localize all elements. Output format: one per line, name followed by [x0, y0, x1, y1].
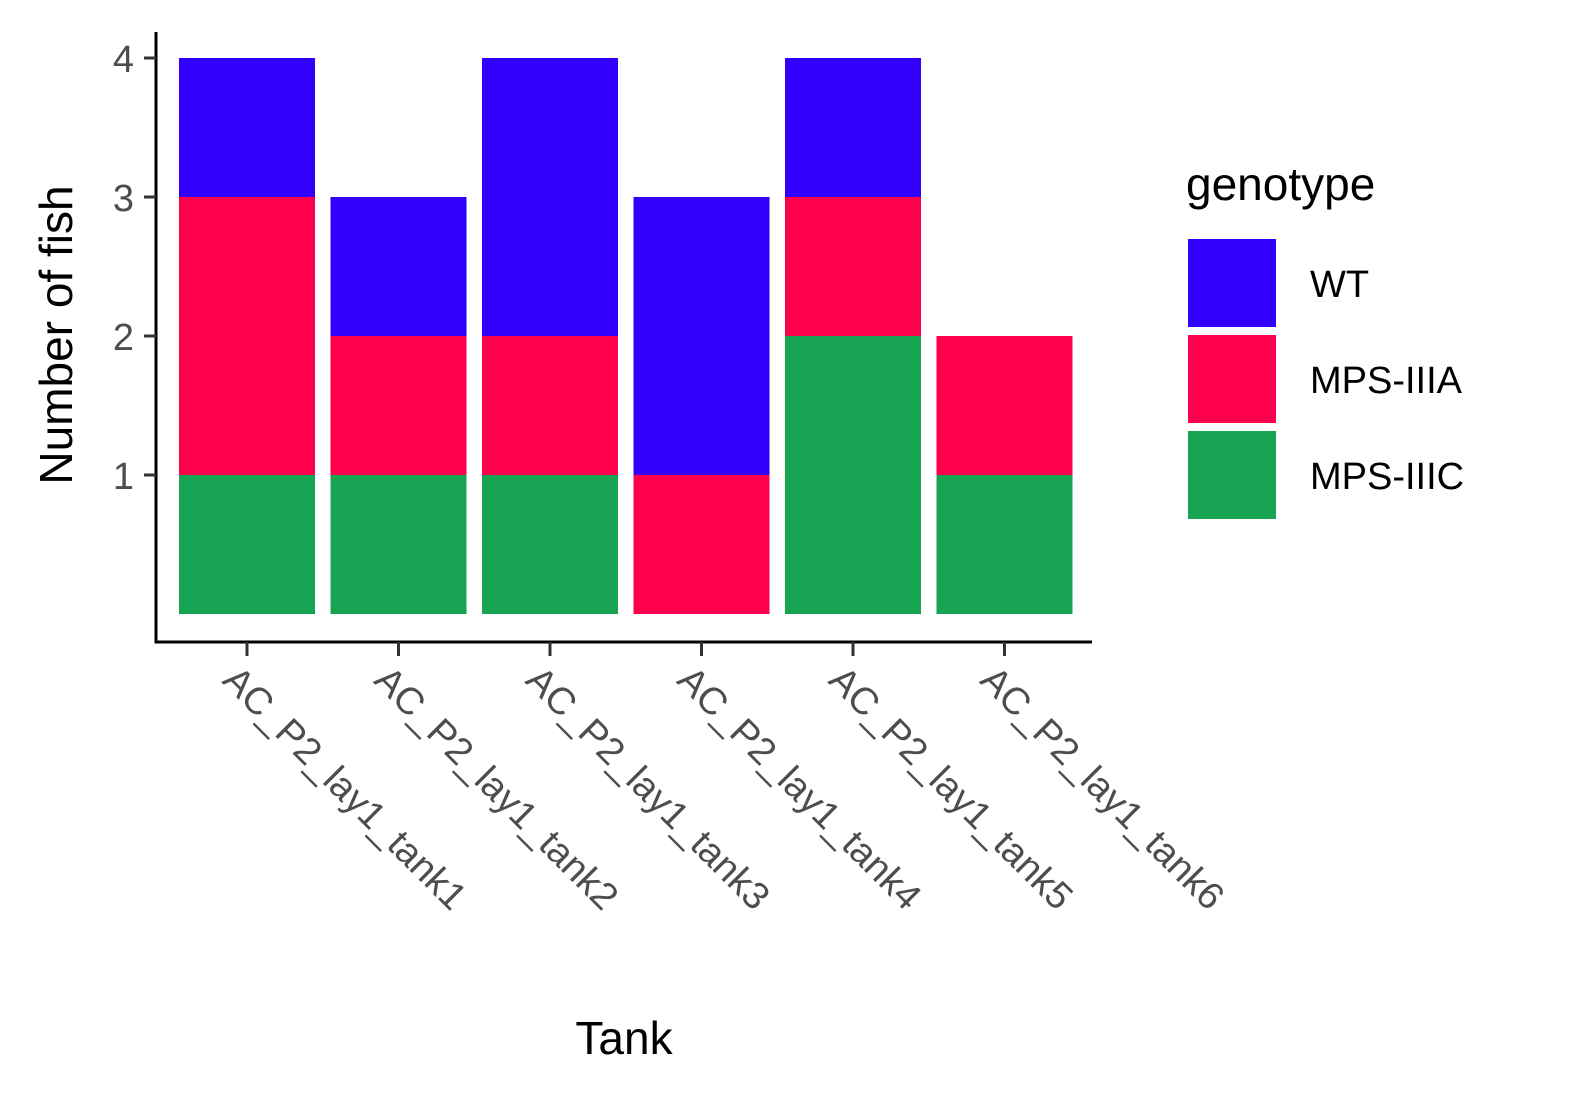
- bar-mps-iiia-1: [179, 197, 315, 475]
- bar-mps-iiic-3: [482, 475, 618, 614]
- legend-key-wt: [1188, 239, 1276, 327]
- x-axis: AC_P2_lay1_tank1AC_P2_lay1_tank2AC_P2_la…: [154, 640, 1232, 919]
- bar-mps-iiia-4: [633, 475, 770, 614]
- bar-wt-5: [785, 58, 921, 197]
- legend-title: genotype: [1186, 158, 1375, 210]
- bar-wt-4: [633, 197, 770, 475]
- y-tick-label-3: 3: [113, 178, 134, 220]
- bar-mps-iiic-1: [179, 475, 315, 614]
- y-axis-title: Number of fish: [30, 185, 82, 484]
- bar-mps-iiia-6: [936, 336, 1073, 475]
- y-tick-label-1: 1: [113, 456, 134, 498]
- y-tick-label-4: 4: [113, 39, 134, 81]
- legend-label-mps-iiia: MPS-IIIA: [1310, 360, 1463, 402]
- y-tick-label-2: 2: [113, 317, 134, 359]
- legend: genotype WT MPS-IIIA MPS-IIIC: [1186, 158, 1464, 519]
- legend-key-mps-iiia: [1188, 335, 1276, 423]
- legend-label-wt: WT: [1310, 264, 1369, 306]
- bar-mps-iiia-2: [330, 336, 467, 475]
- bar-mps-iiic-5: [785, 336, 921, 614]
- x-tick-label-6: AC_P2_lay1_tank6: [972, 659, 1232, 919]
- bars-layer: [179, 58, 1073, 614]
- bar-mps-iiic-6: [936, 475, 1073, 614]
- legend-label-mps-iiic: MPS-IIIC: [1310, 456, 1464, 498]
- bar-mps-iiia-5: [785, 197, 921, 336]
- bar-mps-iiic-2: [330, 475, 467, 614]
- bar-wt-1: [179, 58, 315, 197]
- y-axis: 1 2 3 4: [113, 32, 158, 644]
- legend-key-mps-iiic: [1188, 431, 1276, 519]
- bar-wt-2: [330, 197, 467, 336]
- bar-mps-iiia-3: [482, 336, 618, 475]
- bar-wt-3: [482, 58, 618, 336]
- x-axis-title: Tank: [575, 1012, 673, 1064]
